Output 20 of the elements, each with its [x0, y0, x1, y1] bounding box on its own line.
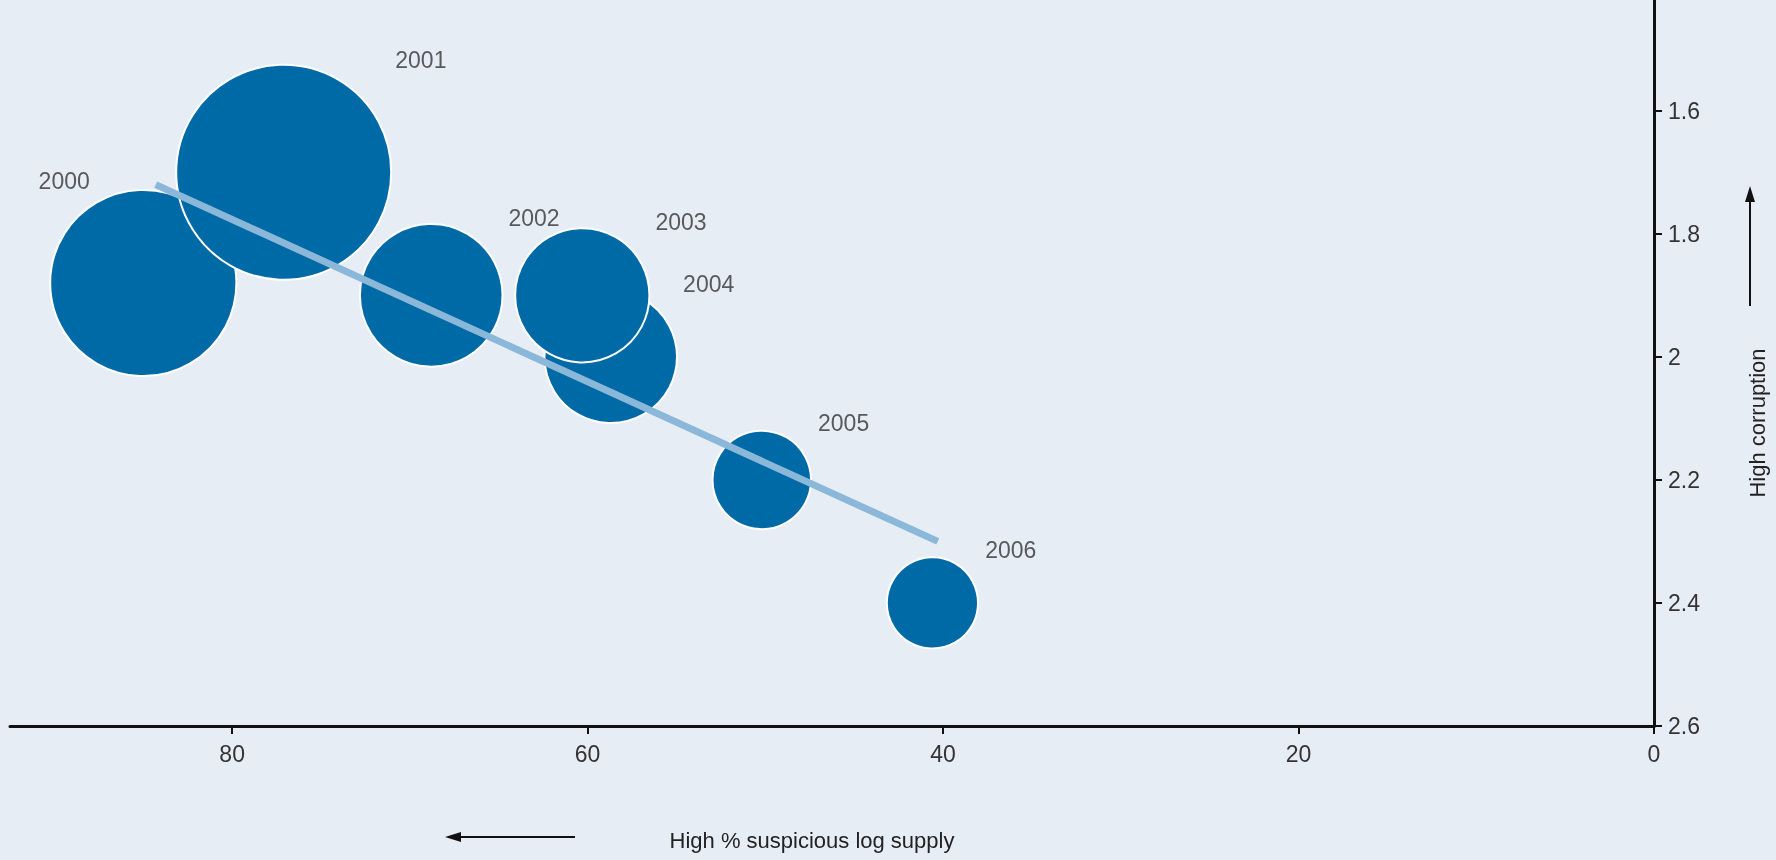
annotation: 2005	[818, 410, 870, 437]
annotation: 2001	[395, 47, 447, 74]
annotation: 2006	[985, 536, 1037, 563]
y-tick-label: 2.6	[1668, 713, 1700, 739]
y-axis-title: High corruption	[1744, 348, 1770, 498]
y-tick-label: 2	[1668, 343, 1681, 370]
y-tick-label: 2.2	[1668, 466, 1700, 493]
x-axis-title: High % suspicious log supply	[669, 827, 955, 853]
x-tick-label: 40	[930, 740, 956, 767]
x-tick-label: 80	[219, 740, 245, 767]
y-tick-label: 1.8	[1668, 220, 1700, 247]
y-tick-label: 2.4	[1668, 589, 1701, 616]
y-tick-label: 1.6	[1668, 97, 1700, 124]
x-tick-label: 20	[1285, 740, 1312, 767]
x-tick-label: 60	[574, 740, 601, 767]
annotation: 2002	[508, 204, 560, 231]
x-tick-label: 0	[1647, 740, 1661, 767]
annotation: 2003	[655, 208, 707, 235]
annotation: 2004	[683, 270, 735, 297]
annotation: 2000	[38, 167, 90, 194]
